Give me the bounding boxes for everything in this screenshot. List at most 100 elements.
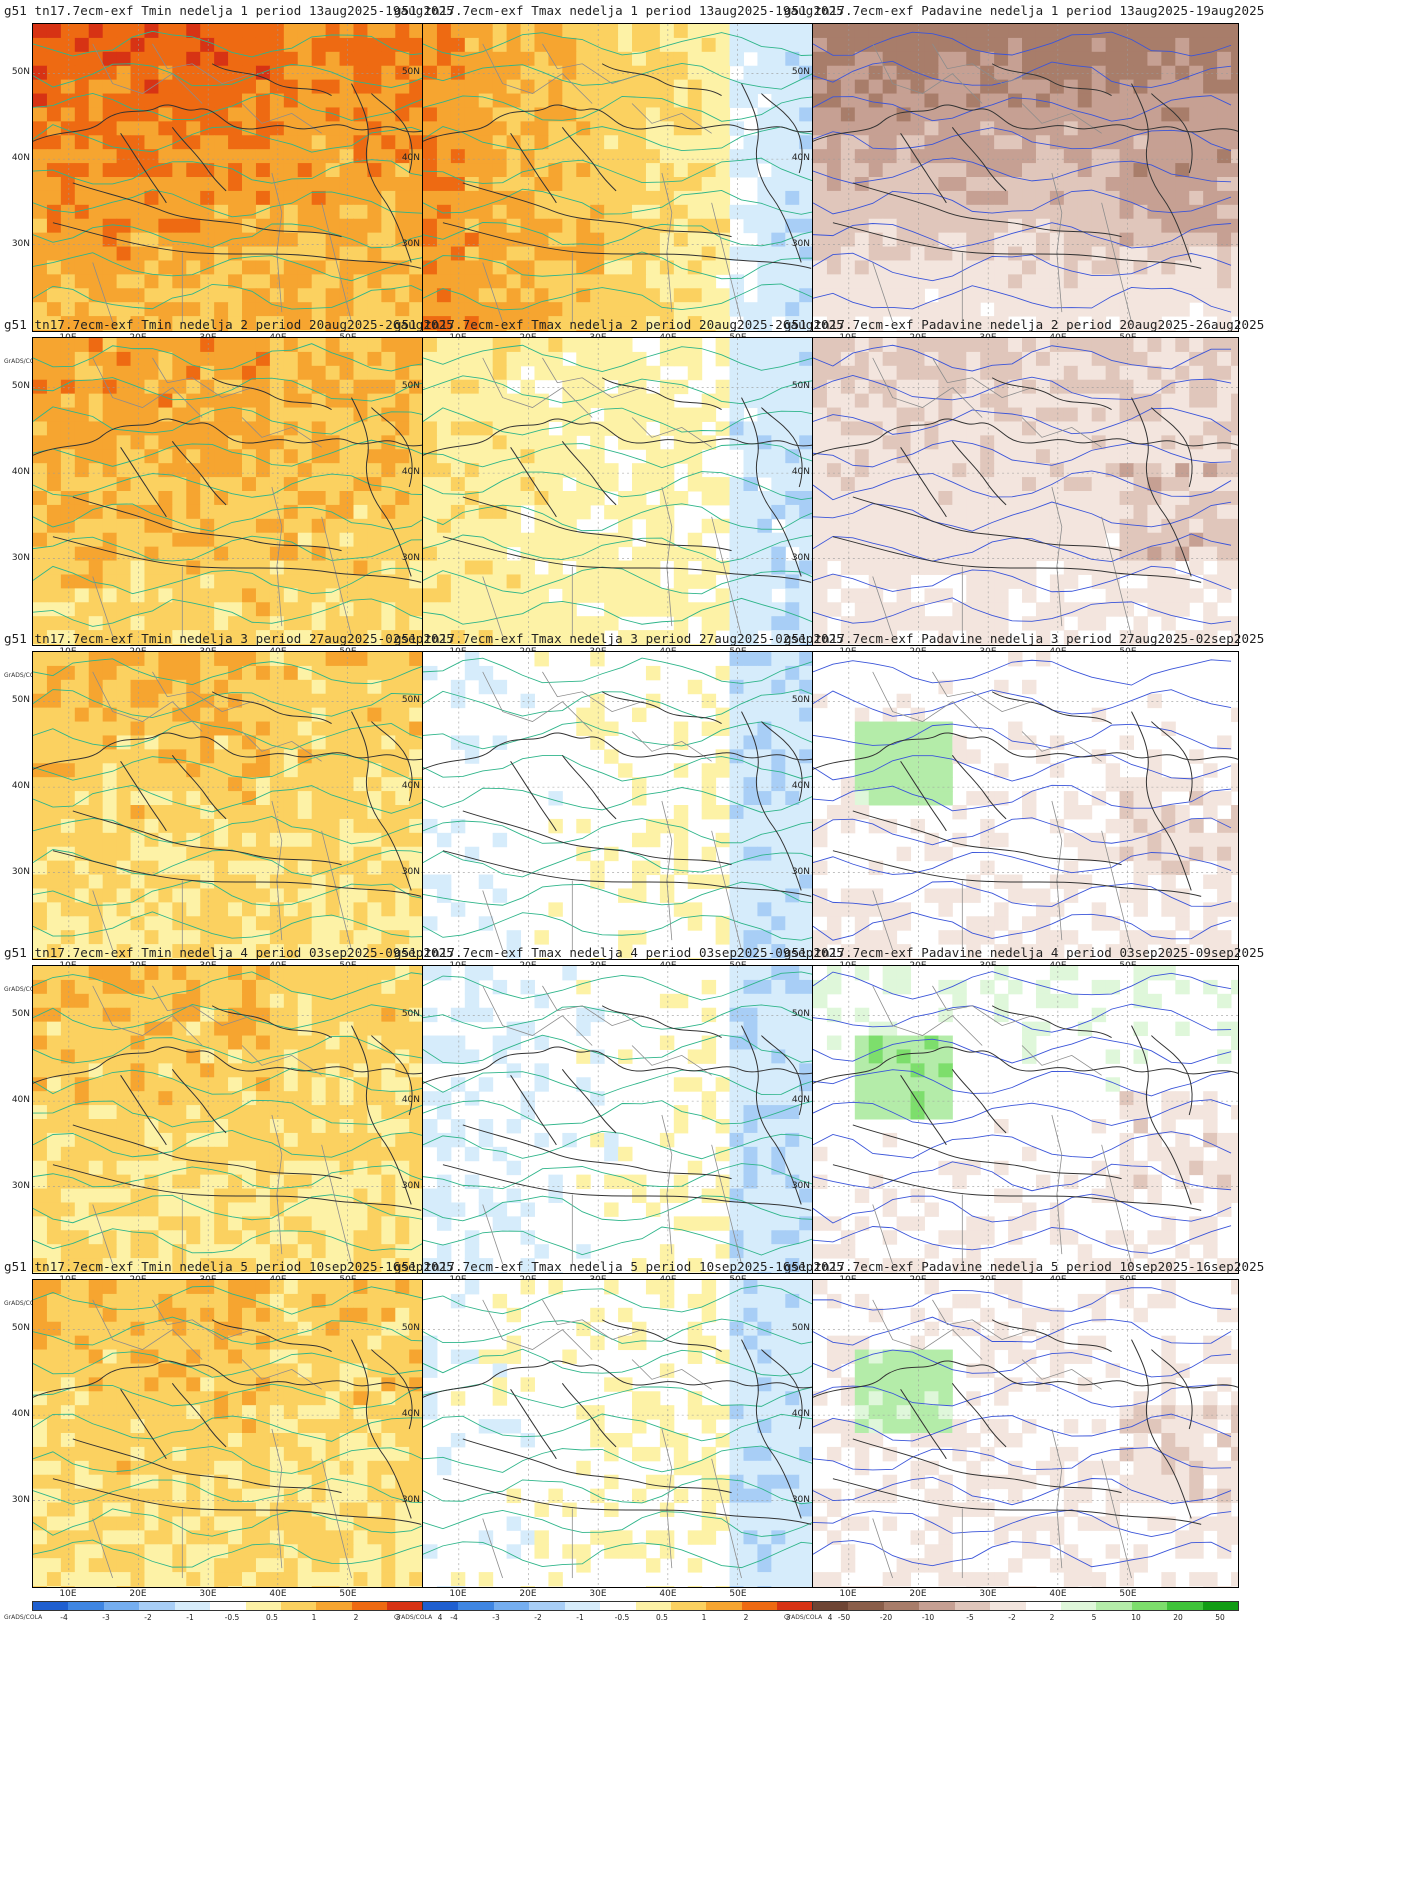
anomaly-field (813, 652, 1238, 959)
lat-label: 50N (11, 381, 30, 391)
lat-label: 30N (401, 239, 420, 249)
precipitation-anomaly-map (812, 965, 1239, 1274)
lat-label: 40N (401, 153, 420, 163)
temperature-contours (423, 32, 842, 311)
graticule (33, 338, 458, 645)
panel-title: g51 tn17.7ecm-exf Tmin nedelja 2 period … (4, 317, 454, 332)
temperature-anomaly-map (32, 23, 459, 332)
lat-label: 50N (11, 67, 30, 77)
temperature-contours (423, 1284, 842, 1569)
lon-label: 40E (659, 1589, 677, 1599)
lat-label: 30N (791, 1181, 810, 1191)
colorbar-ticks: -4 -3 -2 -1 -0.5 0.5 1 2 3 4 (32, 1613, 459, 1625)
map-panel-prec-week-2: g51 tn17.7ecm-exf Padavine nedelja 2 per… (780, 314, 1264, 693)
lat-label: 40N (791, 153, 810, 163)
lon-label: 30E (979, 1589, 997, 1599)
colorbar-tick-label: -2 (534, 1613, 542, 1622)
lat-label: 40N (401, 781, 420, 791)
lon-label: 50E (1119, 1589, 1137, 1599)
colorbar-swatch (103, 1602, 140, 1610)
lat-label: 50N (791, 695, 810, 705)
panel-title: g51 tn17.7ecm-exf Tmin nedelja 5 period … (4, 1259, 454, 1274)
colorbar-swatch (848, 1602, 884, 1610)
lat-label: 40N (11, 153, 30, 163)
lon-label: 50E (729, 1589, 747, 1599)
panel-title: g51 tn17.7ecm-exf Padavine nedelja 1 per… (784, 3, 1265, 18)
lat-label: 30N (11, 1495, 30, 1505)
coastlines (813, 43, 1238, 323)
colorbar-swatch (741, 1602, 778, 1610)
coastlines (813, 985, 1238, 1265)
coastlines (813, 357, 1238, 637)
colorbar-swatch (706, 1602, 742, 1610)
colorbar-swatch (1202, 1602, 1239, 1610)
colorbar-tick-label: 3 (785, 1613, 791, 1622)
colorbar-tick-label: -1 (576, 1613, 584, 1622)
colorbar (812, 1601, 1239, 1611)
lon-label: 10E (59, 1589, 77, 1599)
lat-label: 30N (791, 1495, 810, 1505)
panel-title: g51 tn17.7ecm-exf Tmin nedelja 3 period … (4, 631, 454, 646)
map-panel-tmin-week-1: g51 tn17.7ecm-exf Tmin nedelja 1 period … (0, 0, 471, 379)
coastlines (813, 1299, 1238, 1579)
colorbar-swatch (139, 1602, 175, 1610)
coastlines (423, 985, 848, 1265)
colorbar-swatch (1060, 1602, 1097, 1610)
panel-title: g51 tn17.7ecm-exf Tmax nedelja 1 period … (394, 3, 844, 18)
colorbar-tick-label: -2 (1008, 1613, 1016, 1622)
colorbar-tick-label: 0.5 (656, 1613, 668, 1622)
coastlines (813, 671, 1238, 951)
precipitation-anomaly-map (812, 337, 1239, 646)
temperature-contours (33, 1285, 452, 1568)
lat-label: 30N (791, 553, 810, 563)
panel-title: g51 tn17.7ecm-exf Padavine nedelja 2 per… (784, 317, 1265, 332)
colorbar-swatch (33, 1602, 69, 1610)
colorbar-swatch (954, 1602, 991, 1610)
graticule (423, 652, 848, 959)
colorbar-swatch (670, 1602, 707, 1610)
panel-title: g51 tn17.7ecm-exf Tmin nedelja 1 period … (4, 3, 454, 18)
graticule (813, 338, 1238, 645)
lat-label: 50N (401, 381, 420, 391)
colorbar-tick-label: -20 (879, 1613, 893, 1622)
grads-credit: GrADS/COLA (4, 1300, 43, 1307)
lat-label: 40N (401, 1409, 420, 1419)
graticule (423, 1280, 848, 1587)
lat-label: 40N (11, 1409, 30, 1419)
colorbar-tick-label: 0.5 (266, 1613, 278, 1622)
colorbar-tick-label: -5 (966, 1613, 974, 1622)
grads-credit: GrADS/COLA (4, 672, 43, 679)
colorbar-swatch (919, 1602, 955, 1610)
lon-label: 50E (339, 1589, 357, 1599)
colorbar-swatch (777, 1602, 813, 1610)
lat-label: 30N (401, 1495, 420, 1505)
anomaly-field (813, 1280, 1238, 1587)
lat-label: 40N (11, 467, 30, 477)
panel-title: g51 tn17.7ecm-exf Padavine nedelja 4 per… (784, 945, 1265, 960)
lat-label: 40N (401, 1095, 420, 1105)
coastlines (423, 1299, 848, 1579)
temperature-anomaly-map (32, 1279, 459, 1588)
colorbar-ticks: -50 -20 -10 -5 -2 2 5 10 20 50 (812, 1613, 1239, 1625)
lat-label: 30N (11, 553, 30, 563)
lat-label: 30N (401, 553, 420, 563)
colorbar-tick-label: -0.5 (614, 1613, 630, 1622)
graticule (33, 1280, 458, 1587)
panel-title: g51 tn17.7ecm-exf Tmin nedelja 4 period … (4, 945, 454, 960)
lat-label: 30N (11, 1181, 30, 1191)
colorbar-tick-label: 2 (743, 1613, 749, 1622)
temperature-contours (33, 30, 452, 310)
lat-label: 40N (791, 1409, 810, 1419)
graticule (33, 652, 458, 959)
graticule (423, 966, 848, 1273)
colorbar-swatch (316, 1602, 352, 1610)
coastlines (423, 671, 848, 951)
coastlines (33, 43, 458, 323)
coastlines (423, 43, 848, 323)
lat-label: 30N (791, 239, 810, 249)
colorbar-tick-label: 3 (395, 1613, 401, 1622)
lon-label: 30E (589, 1589, 607, 1599)
precip-contours (813, 31, 1232, 313)
lat-label: 50N (11, 1323, 30, 1333)
lat-label: 40N (401, 467, 420, 477)
